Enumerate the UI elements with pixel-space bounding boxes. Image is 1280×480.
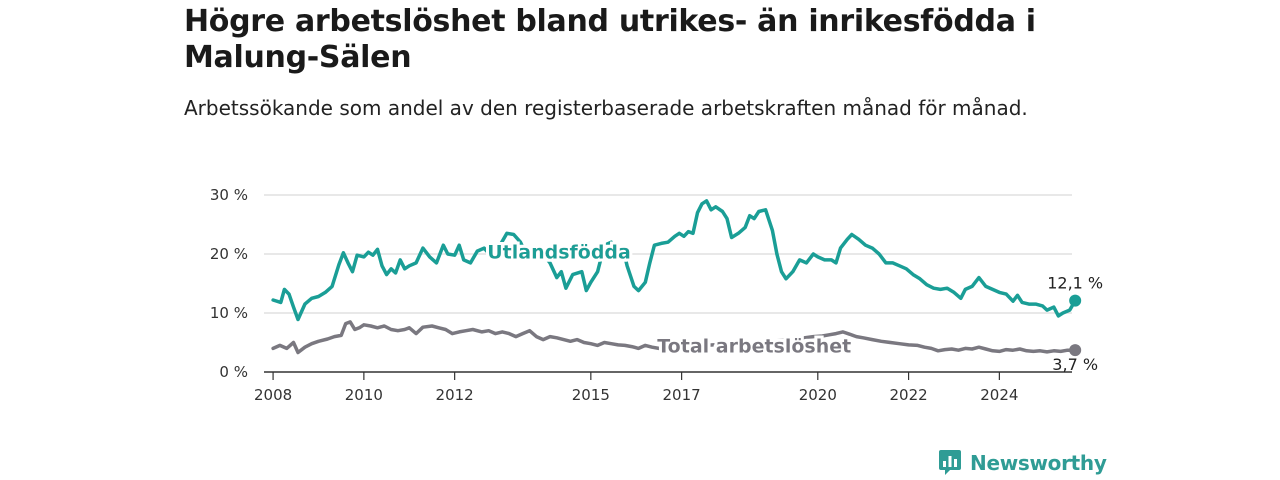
axes: 0 % 10 % 20 % 30 % 2008 2010 2012 2015 2017 2020 2… <box>210 186 1072 404</box>
brand-name: Newsworthy <box>970 451 1107 475</box>
series-name-label: Total arbetslöshet <box>657 336 851 358</box>
x-tick-label: 2010 <box>345 386 383 404</box>
series-end-point <box>1069 294 1082 307</box>
x-tick-label: 2020 <box>799 386 837 404</box>
series-end-point <box>1069 344 1082 357</box>
x-tick-label: 2022 <box>889 386 927 404</box>
series-line-total <box>271 320 1077 355</box>
series-lines <box>271 199 1082 357</box>
series-end-value-label: 3,7 % <box>1052 355 1098 374</box>
x-tick-label: 2017 <box>663 386 701 404</box>
y-tick-label: 10 % <box>210 304 248 322</box>
line-chart: 0 % 10 % 20 % 30 % 2008 2010 2012 2015 2017 2020 2… <box>210 186 1103 404</box>
x-tick-label: 2008 <box>254 386 292 404</box>
chart-subtitle: Arbetssökande som andel av den registerb… <box>184 96 1028 120</box>
series-name-label: Utlandsfödda <box>487 242 631 264</box>
brand-logo: Newsworthy <box>938 448 1107 478</box>
x-tick-label: 2012 <box>436 386 474 404</box>
x-tick-label: 2024 <box>980 386 1018 404</box>
series-labels: Utlandsfödda Total arbetslöshet 12,1 % 3,7 … <box>487 242 1103 374</box>
chart-title: Högre arbetslöshet bland utrikes- än inr… <box>184 4 1036 75</box>
series-end-value-label: 12,1 % <box>1047 274 1103 293</box>
series-line-utlandsfodda <box>271 199 1077 322</box>
y-tick-label: 20 % <box>210 245 248 263</box>
y-tick-label: 30 % <box>210 186 248 204</box>
x-tick-label: 2015 <box>572 386 610 404</box>
y-tick-label: 0 % <box>219 363 248 381</box>
gridlines <box>264 194 1072 314</box>
newsworthy-logo-icon <box>939 450 961 475</box>
